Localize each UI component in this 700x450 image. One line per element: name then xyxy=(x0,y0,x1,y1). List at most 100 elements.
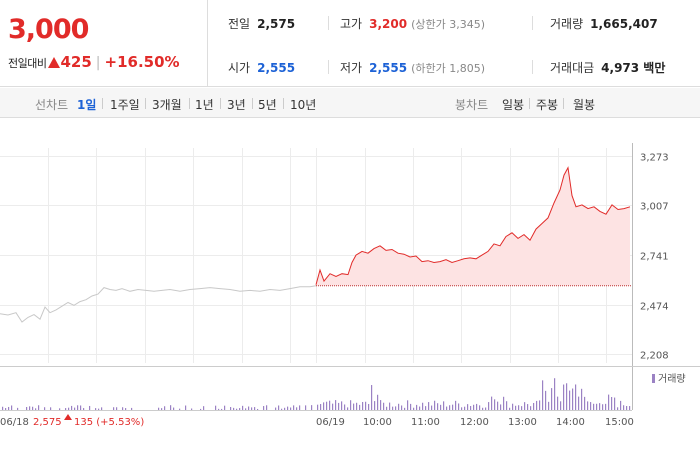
tab-3year[interactable]: 3년 xyxy=(227,98,246,112)
today-price-fill xyxy=(316,167,630,286)
high-cell: 고가 3,200 (상한가 3,345) xyxy=(340,15,485,32)
volume-bar xyxy=(353,403,355,410)
volume-bar xyxy=(623,405,625,410)
volume-bar xyxy=(179,408,181,410)
volume-bar xyxy=(428,402,430,410)
volume-bar xyxy=(590,402,592,410)
up-arrow-icon xyxy=(48,57,61,68)
volume-bar xyxy=(512,403,514,410)
volume-bar xyxy=(455,400,457,410)
volume-bar xyxy=(341,401,343,410)
volume-bar xyxy=(626,406,628,410)
volume-bar xyxy=(524,402,526,410)
divider xyxy=(529,98,530,109)
volume-bar xyxy=(77,405,79,410)
tab-daily-candle[interactable]: 일봉 xyxy=(502,98,525,112)
volume-bar xyxy=(395,406,397,410)
volume-bar xyxy=(125,408,127,410)
current-price-box: 3,000 전일대비 425 | +16.50% xyxy=(0,0,208,87)
volume-bar xyxy=(482,407,484,410)
volume-bar xyxy=(566,383,568,410)
volume-bar xyxy=(392,406,394,410)
divider xyxy=(532,16,533,30)
open-label: 시가 xyxy=(228,61,251,75)
x-tick-label: 11:00 xyxy=(411,417,440,428)
volume-bar xyxy=(629,406,631,410)
chart-tab-bar: 선차트 1일 1주일 3개월 1년 3년 5년 10년 봉차트 일봉 주봉 월봉 xyxy=(0,88,700,118)
volume-legend-swatch xyxy=(652,374,655,383)
volume-bar xyxy=(257,408,259,410)
tab-weekly-candle[interactable]: 주봉 xyxy=(536,98,559,112)
y-tick-label: 2,474 xyxy=(640,302,669,313)
divider xyxy=(189,98,190,109)
volume-bar xyxy=(335,400,337,410)
volume-bar xyxy=(164,406,166,410)
trade-value-label: 거래대금 xyxy=(550,61,595,75)
volume-bar xyxy=(311,405,313,410)
volume-bar xyxy=(401,405,403,410)
tab-5year[interactable]: 5년 xyxy=(258,98,277,112)
volume-bar xyxy=(434,400,436,410)
volume-bar xyxy=(38,405,40,410)
upper-limit: (상한가 3,345) xyxy=(411,18,485,31)
prev-close-value: 2,575 xyxy=(257,17,296,31)
volume-bar xyxy=(266,405,268,410)
x-tick-label: 06/18 xyxy=(0,417,29,428)
volume-bar xyxy=(275,407,277,410)
volume-bar xyxy=(605,403,607,410)
volume-bar xyxy=(296,407,298,410)
y-tick-label: 3,007 xyxy=(640,202,669,213)
tab-10year[interactable]: 10년 xyxy=(290,98,317,112)
x-tick-label: 14:00 xyxy=(556,417,585,428)
volume-bar xyxy=(116,407,118,410)
volume-bar xyxy=(299,405,301,410)
volume-bar xyxy=(284,407,286,410)
prev-day-price-line xyxy=(0,285,317,323)
divider xyxy=(102,98,103,109)
volume-bar xyxy=(416,404,418,410)
divider xyxy=(563,98,564,109)
tab-monthly-candle[interactable]: 월봉 xyxy=(573,98,596,112)
volume-bar xyxy=(560,401,562,410)
tab-1day[interactable]: 1일 xyxy=(77,98,97,112)
divider xyxy=(252,98,253,109)
volume-bar xyxy=(389,402,391,410)
volume-bar xyxy=(425,406,427,410)
volume-bar xyxy=(65,408,67,410)
volume-bar xyxy=(2,406,4,410)
volume-bar xyxy=(122,407,124,410)
open-cell: 시가 2,555 xyxy=(228,59,295,76)
volume-bar xyxy=(158,407,160,410)
today-price-line xyxy=(315,166,631,285)
tab-1year[interactable]: 1년 xyxy=(195,98,214,112)
volume-bar xyxy=(113,407,115,410)
volume-bar xyxy=(338,402,340,410)
divider xyxy=(283,98,284,109)
volume-bar xyxy=(470,405,472,410)
volume-bar xyxy=(548,401,550,410)
volume-bar xyxy=(161,408,163,410)
volume-bar xyxy=(515,405,517,410)
volume-cell: 거래량 1,665,407 xyxy=(550,15,658,32)
volume-bar xyxy=(221,408,223,410)
volume-bar xyxy=(26,407,28,410)
volume-bar xyxy=(545,390,547,410)
volume-bar xyxy=(173,407,175,410)
volume-bar xyxy=(224,405,226,410)
volume-bar xyxy=(614,397,616,410)
tab-1week[interactable]: 1주일 xyxy=(110,98,140,112)
volume-bar xyxy=(287,406,289,410)
trade-value-cell: 거래대금 4,973 백만 xyxy=(550,59,665,76)
volume-value: 1,665,407 xyxy=(590,17,658,31)
volume-bar xyxy=(131,407,133,410)
tab-3month[interactable]: 3개월 xyxy=(152,98,182,112)
change-percent: +16.50% xyxy=(104,53,180,71)
chart-svg[interactable]: 3,273 3,007 2,741 2,474 2,208 거래량 06/18 2,575 13… xyxy=(0,118,700,450)
volume-bar xyxy=(551,388,553,410)
volume-bar xyxy=(185,405,187,410)
intraday-chart[interactable]: 3,273 3,007 2,741 2,474 2,208 거래량 06/18 2,575 13… xyxy=(0,118,700,450)
volume-bar xyxy=(317,404,319,410)
current-price: 3,000 xyxy=(8,14,89,45)
volume-bar xyxy=(596,403,598,410)
volume-bar xyxy=(5,408,7,410)
